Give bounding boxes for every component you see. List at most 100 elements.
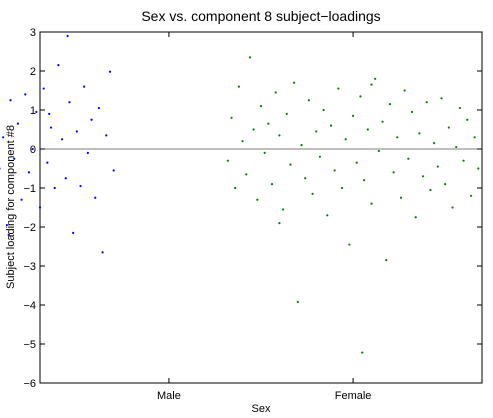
data-point-female [414, 216, 417, 219]
data-point-female [278, 222, 281, 225]
data-point-female [282, 208, 285, 211]
data-point-female [396, 136, 399, 139]
data-point-male [83, 85, 86, 88]
data-point-female [226, 159, 229, 162]
data-point-female [333, 169, 336, 172]
data-point-female [388, 103, 392, 106]
data-point-male [57, 64, 60, 67]
data-point-male [64, 177, 67, 180]
data-point-female [259, 105, 263, 108]
data-point-female [329, 124, 333, 127]
data-point-female [278, 134, 281, 137]
data-point-female [237, 85, 240, 88]
data-point-female [307, 99, 310, 102]
data-point-female [374, 77, 377, 80]
data-point-female [425, 101, 428, 104]
data-point-female [245, 173, 248, 176]
data-point-female [377, 149, 380, 153]
data-point-male [79, 184, 82, 188]
y-tick-label: −1 [23, 183, 36, 195]
data-point-female [300, 144, 303, 147]
data-point-female [241, 140, 244, 143]
data-point-male [66, 34, 69, 38]
y-tick-label: −2 [23, 222, 36, 234]
data-point-female [351, 114, 355, 117]
data-point-male [5, 223, 8, 227]
data-point-male [31, 147, 34, 151]
data-point-female [326, 214, 329, 217]
data-point-female [274, 91, 277, 94]
data-point-female [418, 132, 421, 135]
data-point-female [399, 196, 403, 199]
data-point-female [337, 87, 340, 90]
data-point-female [311, 192, 314, 195]
data-point-female [429, 188, 432, 192]
data-point-female [355, 161, 358, 164]
data-point-female [344, 138, 347, 141]
data-point-female [381, 120, 384, 123]
data-point-male [7, 233, 10, 236]
data-point-female [421, 175, 425, 178]
data-point-male [86, 151, 89, 154]
data-point-female [289, 163, 292, 166]
data-point-female [234, 186, 237, 190]
data-point-male [53, 186, 56, 190]
y-tick-label: 3 [30, 27, 36, 39]
data-point-female [444, 183, 447, 186]
data-point-male [2, 136, 5, 139]
data-point-female [466, 118, 469, 121]
x-tick-label: Female [335, 390, 372, 402]
data-point-female [293, 81, 296, 84]
data-points [0, 34, 480, 354]
data-point-male [46, 161, 49, 164]
data-point-female [370, 83, 373, 86]
data-point-female [252, 128, 255, 131]
data-point-male [24, 93, 27, 96]
data-point-female [477, 167, 480, 170]
data-point-female [392, 171, 395, 174]
data-point-female [451, 206, 454, 209]
data-point-female [340, 186, 344, 190]
data-point-male [75, 130, 78, 133]
plot-frame [39, 31, 483, 384]
data-point-male [61, 138, 64, 141]
data-point-male [35, 110, 38, 114]
data-point-female [363, 179, 366, 182]
data-point-female [440, 97, 443, 100]
data-point-female [447, 126, 450, 129]
data-point-female [304, 177, 307, 180]
x-axis-ticks: Male Female [157, 32, 371, 402]
data-point-female [322, 108, 325, 112]
data-point-male [0, 167, 1, 170]
data-point-female [248, 56, 252, 59]
data-point-female [361, 351, 364, 354]
data-point-female [230, 116, 233, 119]
data-point-female [455, 145, 458, 149]
data-point-female [270, 183, 274, 186]
data-point-male [68, 101, 71, 104]
data-point-female [263, 151, 266, 154]
y-axis-ticks: 3210−1−2−3−4−5−6 [23, 27, 482, 390]
y-axis-label: Subject loading for component #8 [5, 125, 17, 289]
x-tick-label: Male [157, 390, 181, 402]
chart-title: Sex vs. component 8 subject−loadings [141, 8, 380, 24]
data-point-male [13, 157, 16, 160]
data-point-male [20, 198, 23, 201]
y-tick-label: −4 [23, 300, 36, 312]
data-point-male [105, 134, 108, 137]
data-point-male [42, 87, 45, 90]
y-tick-label: −6 [23, 378, 36, 390]
data-point-female [433, 142, 436, 145]
data-point-female [403, 89, 406, 92]
data-point-female [348, 243, 351, 246]
data-point-female [462, 159, 465, 162]
data-point-male [90, 118, 93, 121]
data-point-female [359, 95, 362, 98]
data-point-female [256, 198, 259, 201]
data-point-female [436, 165, 439, 168]
data-point-male [94, 196, 97, 199]
data-point-male [108, 70, 112, 73]
y-tick-label: 2 [30, 66, 36, 78]
data-point-male [16, 122, 19, 125]
